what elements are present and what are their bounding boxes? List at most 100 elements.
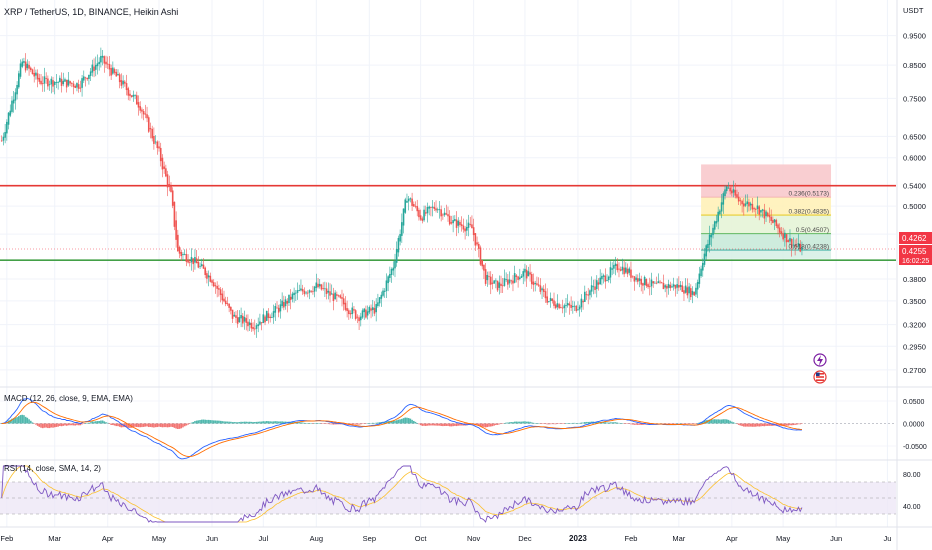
candle-body [486, 275, 489, 281]
candle-body [777, 224, 779, 229]
candle-body [195, 258, 198, 264]
candle-body [732, 189, 735, 193]
macd-histogram-bar [732, 422, 735, 424]
rsi-panel [0, 465, 896, 523]
macd-histogram-bar [790, 423, 793, 426]
candle-body [698, 273, 701, 284]
candle-body [669, 284, 672, 289]
time-axis[interactable]: Feb Mar Apr May Jun Jul Aug Sep Oct Nov Dec 2023 Feb… [0, 534, 891, 543]
candle-body [761, 209, 764, 211]
macd-panel [0, 398, 896, 460]
macd-histogram-bar [672, 423, 675, 424]
candle-body [168, 184, 171, 187]
macd-histogram-bar [631, 423, 634, 425]
macd-histogram-bar [530, 422, 533, 424]
macd-histogram-bar [640, 423, 643, 425]
macd-histogram-bar [185, 423, 188, 426]
macd-histogram-bar [0, 423, 3, 424]
candle-body [625, 267, 627, 273]
candle-body [260, 322, 263, 324]
macd-histogram-bar [306, 423, 309, 424]
macd-title[interactable]: MACD (12, 26, close, 9, EMA, EMA) [4, 394, 133, 403]
macd-histogram-bar [206, 419, 208, 424]
candle-body [283, 301, 285, 308]
macd-histogram-bar [751, 423, 754, 427]
macd-histogram-bar [38, 423, 41, 427]
macd-histogram-bar [211, 420, 213, 424]
candle-body [211, 280, 213, 283]
candle-body [368, 307, 371, 313]
rsi-title[interactable]: RSI (14, close, SMA, 14, 2) [4, 464, 101, 473]
candle-body [635, 277, 637, 281]
candle-body [29, 67, 32, 71]
candle-body [766, 212, 769, 217]
price-axis[interactable]: 0.9500 0.8500 0.7500 0.6500 0.6000 0.5400 0.50… [903, 32, 926, 375]
macd-histogram-bar [269, 421, 271, 424]
candle-body [365, 309, 367, 318]
time-tick-label: Jul [259, 534, 269, 543]
macd-histogram-bar [163, 423, 165, 428]
macd-histogram-bar [503, 423, 506, 424]
macd-histogram-bar [703, 420, 706, 424]
macd-histogram-bar [250, 421, 253, 424]
macd-histogram-bar [202, 419, 205, 424]
candle-body [219, 289, 222, 296]
macd-histogram-bar [394, 420, 396, 424]
macd-histogram-bar [565, 423, 567, 424]
candle-body [423, 209, 425, 221]
macd-histogram-bar [171, 423, 174, 428]
macd-histogram-bar [221, 421, 224, 424]
macd-histogram-bar [177, 423, 179, 430]
macd-histogram-bar [792, 423, 795, 426]
macd-histogram-bar [457, 423, 460, 426]
candle-body [385, 280, 388, 292]
candle-body [725, 186, 728, 192]
candle-body [548, 301, 550, 302]
macd-histogram-bar [223, 421, 225, 424]
macd-histogram-bar [782, 423, 784, 426]
candle-body [678, 285, 680, 288]
candle-body [250, 323, 253, 329]
candle-body [171, 190, 174, 206]
candle-body [792, 244, 795, 246]
candle-body [604, 275, 607, 282]
macd-histogram-bar [117, 423, 119, 427]
candle-body [587, 294, 590, 296]
macd-histogram-bar [351, 423, 354, 425]
candle-body [106, 63, 109, 65]
candle-body [467, 222, 470, 228]
candle-body [575, 305, 578, 312]
macd-histogram-bar [454, 423, 456, 426]
candle-body [142, 111, 145, 115]
lightning-icon[interactable] [813, 353, 827, 367]
macd-histogram-bar [142, 423, 145, 427]
macd-histogram-bar [23, 415, 25, 424]
price-tick-label: 0.6000 [903, 154, 926, 163]
candle-body [483, 264, 485, 271]
macd-histogram-bar [681, 423, 684, 424]
symbol-title[interactable]: XRP / TetherUS, 1D, BINANCE, Heikin Ashi [4, 7, 178, 17]
candle-body [223, 298, 225, 302]
macd-histogram-bar [373, 422, 376, 424]
macd-histogram-bar [59, 423, 61, 426]
macd-histogram-bar [553, 423, 555, 425]
candle-body [9, 110, 12, 116]
candle-body [259, 321, 261, 325]
macd-histogram-bar [556, 423, 559, 425]
macd-histogram-bar [141, 423, 143, 428]
candle-body [0, 140, 3, 142]
macd-histogram-bar [406, 417, 408, 424]
candle-body [151, 128, 153, 139]
macd-histogram-bar [361, 423, 364, 424]
macd-histogram-bar [635, 423, 637, 425]
macd-histogram-bar [450, 423, 453, 427]
candle-body [572, 305, 574, 308]
candle-body [113, 69, 116, 73]
candle-body [530, 274, 533, 285]
candle-body [230, 306, 232, 311]
macd-histogram-bar [517, 421, 519, 424]
us-flag-icon[interactable] [813, 370, 827, 384]
candle-body [532, 281, 535, 285]
candle-body [390, 269, 393, 275]
